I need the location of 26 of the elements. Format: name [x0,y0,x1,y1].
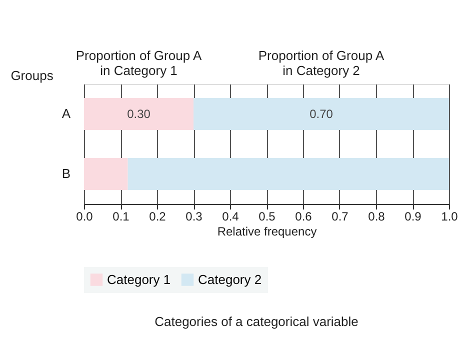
data-label: 0.70 [310,107,334,121]
x-tick-label: 0.1 [112,210,130,224]
x-tick-label: 0.8 [368,210,386,224]
y-tick-label: B [62,166,70,181]
x-tick-label: 1.0 [441,210,458,224]
text: Proportion of Group A in Category 1 [76,48,202,78]
bar [84,158,128,190]
x-tick-label: 0.3 [186,210,203,224]
bar [128,158,449,190]
x-tick-label: 0.7 [332,210,349,224]
text: Proportion of Group A in Category 2 [258,48,384,78]
text: Categories of a categorical variable [154,314,358,329]
x-tick-label: 0.9 [404,210,422,224]
legend-label: Category 2 [198,272,262,287]
data-label: 0.30 [127,107,151,121]
y-tick-label: A [62,106,71,121]
bar [84,98,194,130]
bar [194,98,449,130]
x-tick-label: 0.5 [258,210,276,224]
x-tick-label: 0.0 [76,210,94,224]
x-tick-label: 0.2 [149,210,166,224]
text: Groups [10,68,54,83]
legend-label: Category 1 [107,272,171,287]
x-axis-title: Relative frequency [217,224,317,238]
x-tick-label: 0.6 [295,210,312,224]
x-tick-label: 0.4 [222,210,240,224]
